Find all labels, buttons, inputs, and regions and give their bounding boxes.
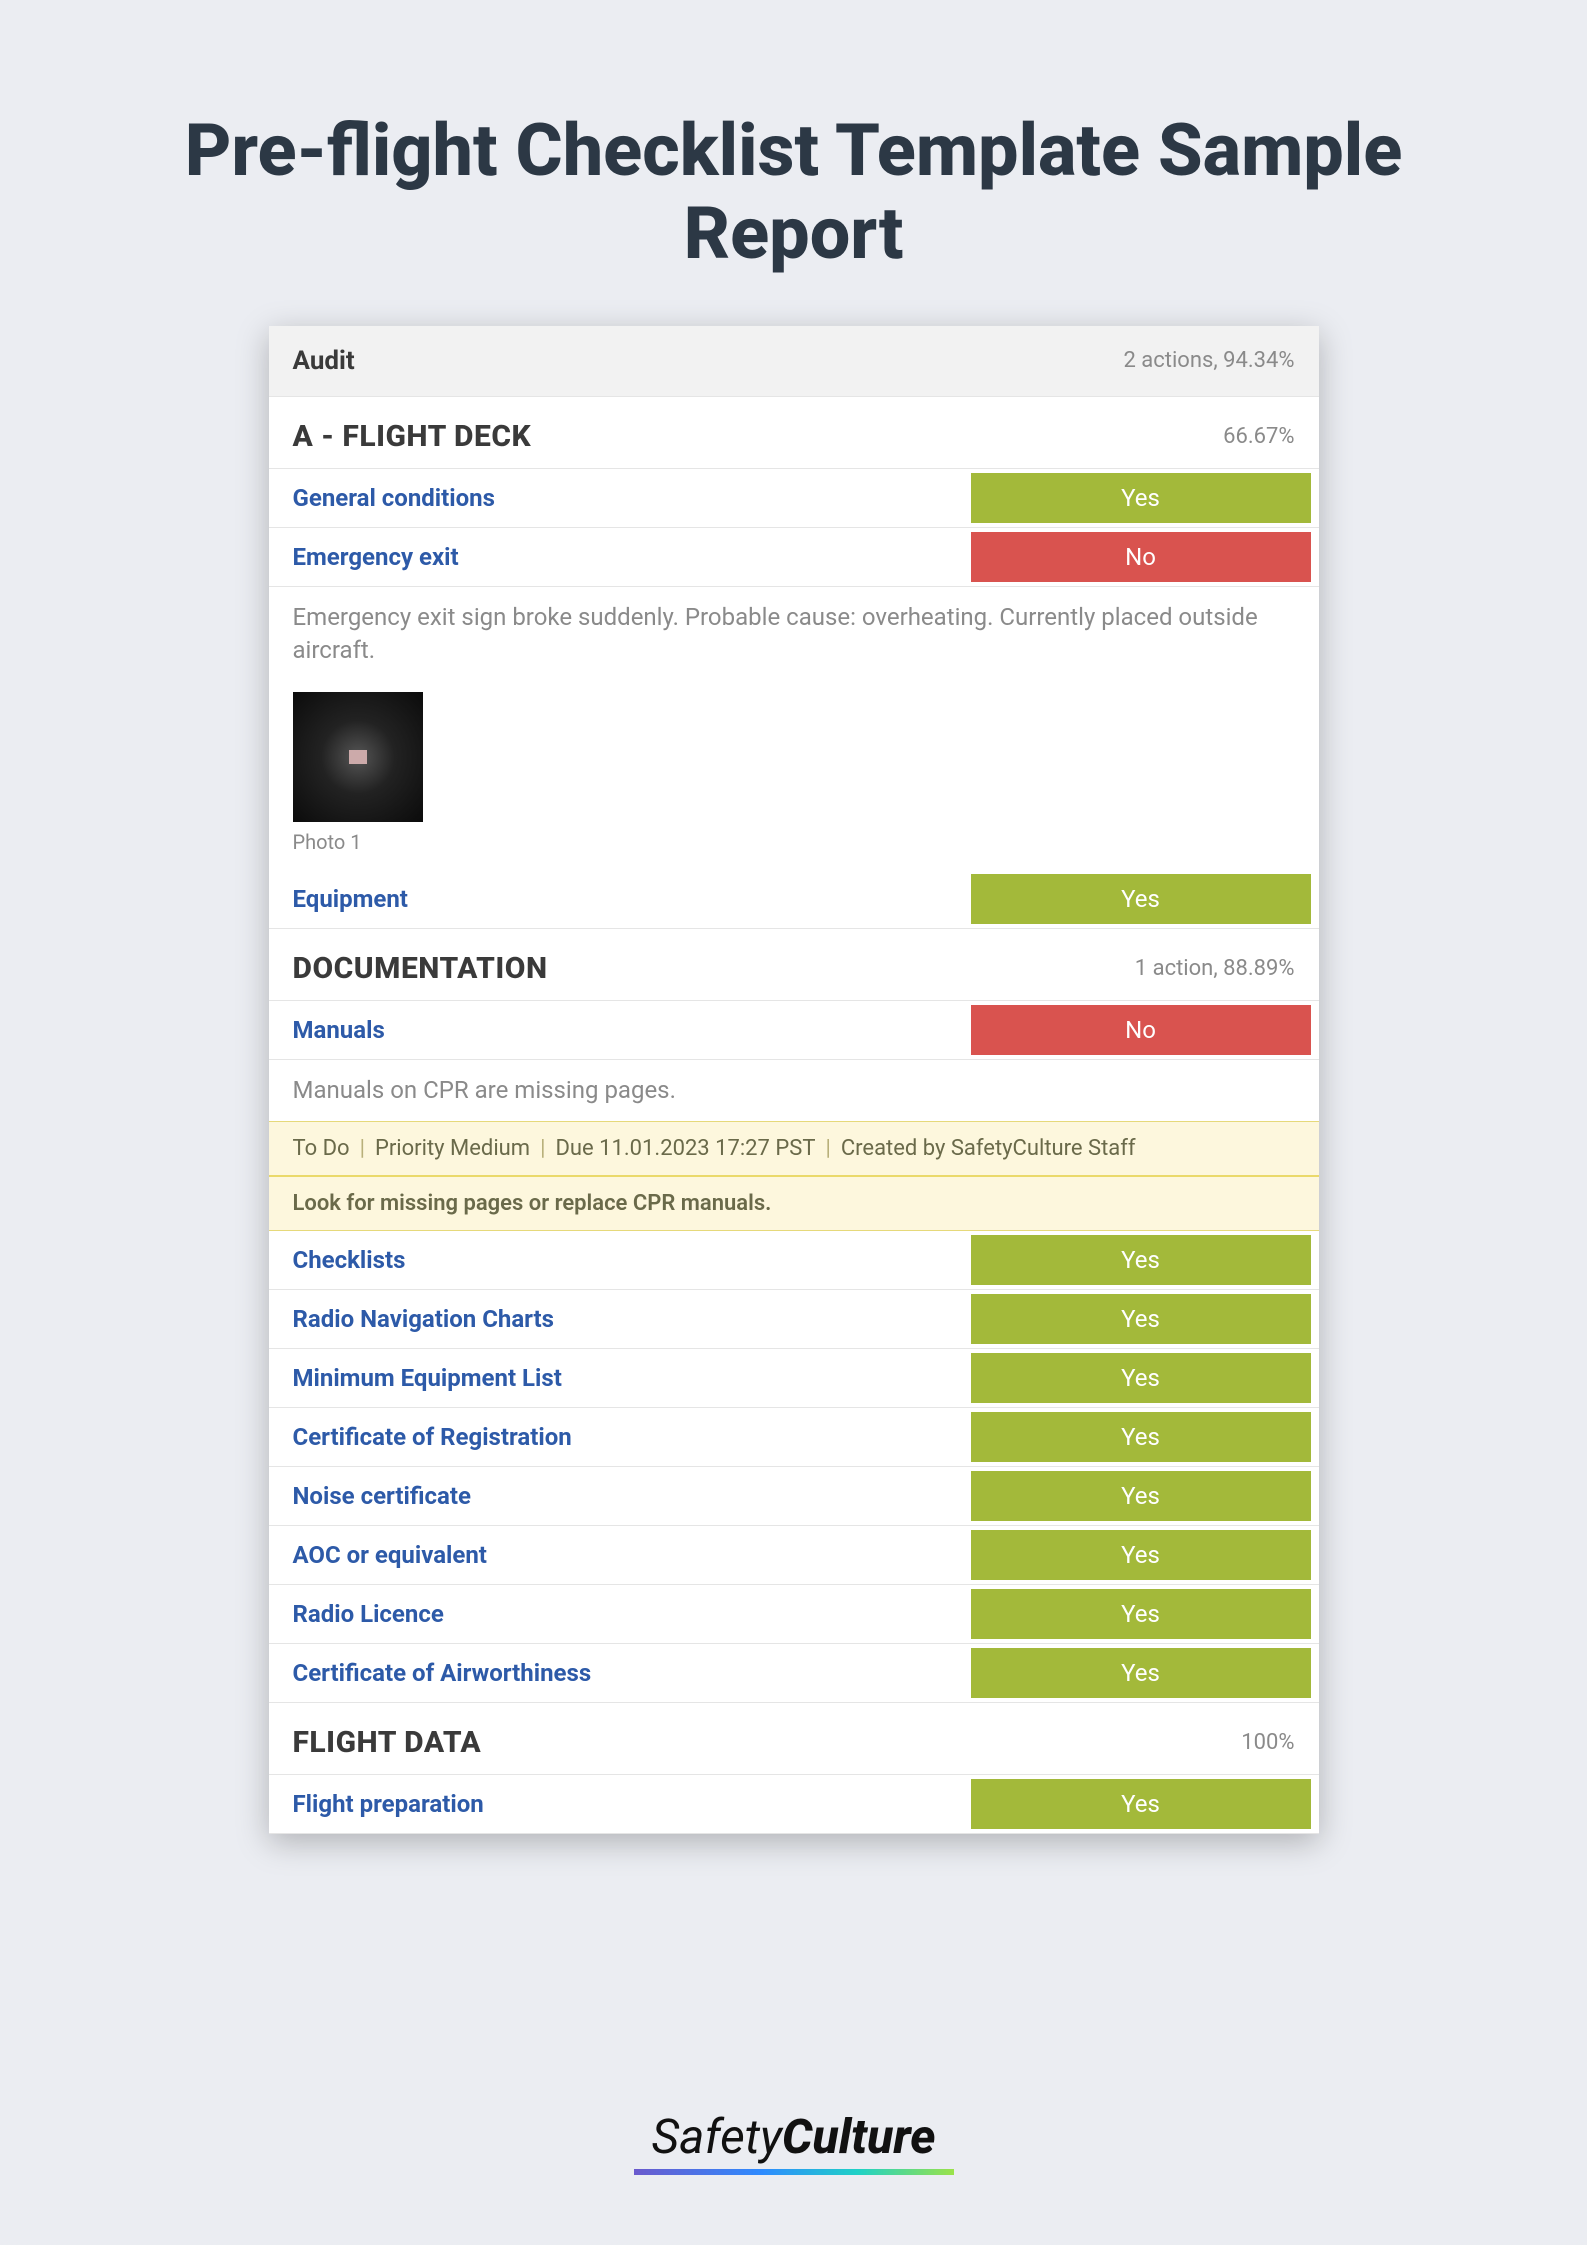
item-row: ManualsNo [269,1001,1319,1060]
photo-block: Photo 1 [269,682,1319,870]
section-title: A - FLIGHT DECK [293,419,532,454]
photo-caption: Photo 1 [293,822,1295,862]
status-pill: Yes [971,1779,1311,1829]
status-pill: Yes [971,473,1311,523]
item-row: General conditionsYes [269,469,1319,528]
section-title: DOCUMENTATION [293,951,548,986]
action-creator: Created by SafetyCulture Staff [841,1136,1136,1161]
status-pill: Yes [971,1530,1311,1580]
item-row: Minimum Equipment ListYes [269,1349,1319,1408]
audit-label: Audit [293,346,355,376]
page-title: Pre-flight Checklist Template Sample Rep… [0,0,1587,326]
section-header: FLIGHT DATA 100% [269,1703,1319,1775]
item-label: General conditions [269,469,971,527]
section-header: A - FLIGHT DECK 66.67% [269,397,1319,469]
status-pill: Yes [971,1471,1311,1521]
brand-suffix: Culture [782,2108,936,2165]
status-pill: Yes [971,1294,1311,1344]
item-row: Radio Navigation ChartsYes [269,1290,1319,1349]
action-meta: To Do|Priority Medium|Due 11.01.2023 17:… [269,1122,1319,1177]
action-priority: Priority Medium [375,1136,530,1161]
brand-prefix: Safety [651,2108,782,2165]
status-pill: No [971,1005,1311,1055]
section-stats: 1 action, 88.89% [1135,956,1295,981]
item-label: Flight preparation [269,1775,971,1833]
item-label: Noise certificate [269,1467,971,1525]
item-label: Minimum Equipment List [269,1349,971,1407]
item-row: Noise certificateYes [269,1467,1319,1526]
audit-stats: 2 actions, 94.34% [1123,348,1294,373]
footer-brand: SafetyCulture [0,2108,1587,2175]
report-card: Audit 2 actions, 94.34% A - FLIGHT DECK 6… [269,326,1319,1835]
status-pill: Yes [971,1589,1311,1639]
item-label: Radio Licence [269,1585,971,1643]
item-row: Certificate of AirworthinessYes [269,1644,1319,1703]
item-row: Emergency exitNo [269,528,1319,587]
action-banner: To Do|Priority Medium|Due 11.01.2023 17:… [269,1121,1319,1231]
item-row: Certificate of RegistrationYes [269,1408,1319,1467]
status-pill: Yes [971,874,1311,924]
status-pill: Yes [971,1648,1311,1698]
item-row: AOC or equivalentYes [269,1526,1319,1585]
item-note: Emergency exit sign broke suddenly. Prob… [269,587,1319,682]
brand-underline [634,2169,954,2175]
brand-logo: SafetyCulture [634,2108,954,2175]
item-label: Emergency exit [269,528,971,586]
item-label: Checklists [269,1231,971,1289]
status-pill: Yes [971,1235,1311,1285]
section-header: DOCUMENTATION 1 action, 88.89% [269,929,1319,1001]
item-row: Flight preparationYes [269,1775,1319,1834]
item-row: EquipmentYes [269,870,1319,929]
section-stats: 100% [1241,1730,1294,1755]
audit-header: Audit 2 actions, 94.34% [269,326,1319,397]
section-title: FLIGHT DATA [293,1725,482,1760]
item-note: Manuals on CPR are missing pages. [269,1060,1319,1122]
item-row: ChecklistsYes [269,1231,1319,1290]
status-pill: No [971,532,1311,582]
photo-thumbnail[interactable] [293,692,423,822]
item-label: AOC or equivalent [269,1526,971,1584]
item-label: Certificate of Airworthiness [269,1644,971,1702]
status-pill: Yes [971,1353,1311,1403]
item-row: Radio LicenceYes [269,1585,1319,1644]
item-label: Equipment [269,870,971,928]
item-label: Manuals [269,1001,971,1059]
action-status: To Do [293,1136,350,1161]
item-label: Radio Navigation Charts [269,1290,971,1348]
action-description: Look for missing pages or replace CPR ma… [269,1177,1319,1230]
item-label: Certificate of Registration [269,1408,971,1466]
status-pill: Yes [971,1412,1311,1462]
action-due: Due 11.01.2023 17:27 PST [555,1136,815,1161]
section-stats: 66.67% [1223,424,1294,449]
